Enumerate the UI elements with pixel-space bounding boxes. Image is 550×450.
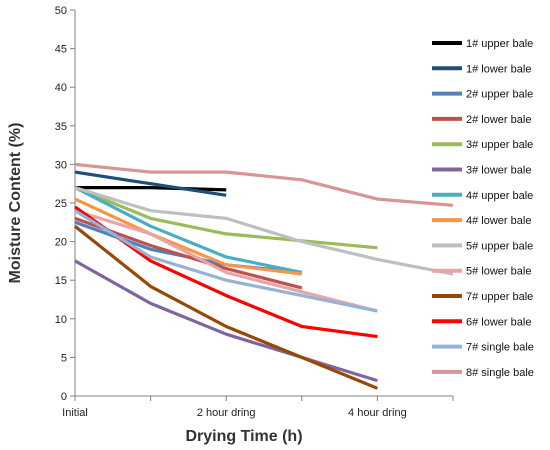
legend: 1# upper bale 1# lower bale 2# upper bale 2… xyxy=(432,38,534,379)
y-tick-label: 45 xyxy=(55,44,67,56)
legend-label: 2# upper bale xyxy=(466,89,533,101)
x-axis-title: Drying Time (h) xyxy=(185,428,302,445)
series-line-8 xyxy=(74,197,302,276)
y-tick-label: 35 xyxy=(55,121,67,133)
legend-label: 4# upper bale xyxy=(466,190,533,202)
legend-label: 7# single bale xyxy=(466,342,534,354)
series-line-7 xyxy=(74,186,303,275)
legend-label: 2# lower bale xyxy=(466,114,531,126)
series-line-6 xyxy=(74,259,378,383)
series-line-10 xyxy=(74,209,378,313)
legend-label: 8# single bale xyxy=(466,367,534,379)
y-axis-title: Moisture Content (%) xyxy=(7,123,24,284)
x-tick-label: Initial xyxy=(62,407,88,419)
legend-label: 5# lower bale xyxy=(466,266,531,278)
series-line-14 xyxy=(74,162,454,207)
legend-label: 1# lower bale xyxy=(466,63,531,75)
series-line-9 xyxy=(74,186,454,276)
legend-label: 3# upper bale xyxy=(466,139,533,151)
y-tick-label: 15 xyxy=(55,275,67,287)
y-tick-label: 50 xyxy=(55,5,67,17)
series-line-5 xyxy=(74,186,378,250)
y-tick-label: 10 xyxy=(55,314,67,326)
series-line-11 xyxy=(74,224,379,390)
y-tick-label: 40 xyxy=(55,82,67,94)
series-line-1 xyxy=(75,186,227,192)
plot-area: 0 5 10 15 20 25 30 35 40 45 50 Initial 2 hour dring 4… xyxy=(55,5,454,419)
legend-label: 1# upper bale xyxy=(466,38,533,50)
legend-label: 6# lower bale xyxy=(466,316,531,328)
y-tick-label: 20 xyxy=(55,237,67,249)
series-line-2 xyxy=(74,170,227,197)
x-tick-label: 4 hour dring xyxy=(348,407,407,419)
y-tick-label: 30 xyxy=(55,159,67,171)
series-line-13 xyxy=(74,209,378,313)
y-tick-label: 25 xyxy=(55,198,67,210)
legend-label: 5# upper bale xyxy=(466,240,533,252)
legend-label: 4# lower bale xyxy=(466,215,531,227)
legend-label: 3# lower bale xyxy=(466,165,531,177)
x-tick-label: 2 hour dring xyxy=(197,407,256,419)
legend-label: 7# upper bale xyxy=(466,291,533,303)
y-tick-label: 5 xyxy=(61,352,67,364)
y-tick-label: 0 xyxy=(61,391,67,403)
